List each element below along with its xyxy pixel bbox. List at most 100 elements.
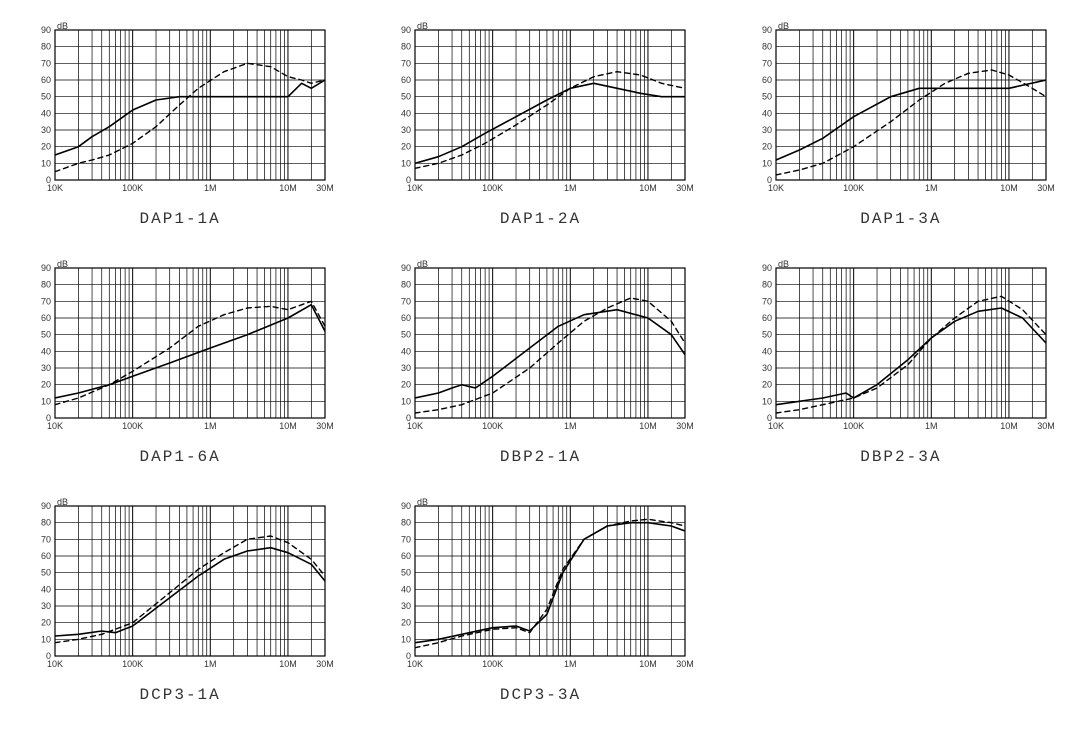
svg-text:20: 20 [401,142,411,152]
svg-text:30M: 30M [316,659,334,669]
svg-text:10K: 10K [47,183,63,193]
chart-svg: 0102030405060708090dB10K100K1M10M30M [385,496,695,676]
chart-panel: 0102030405060708090dB10K100K1M10M30MDBP2… [380,258,700,466]
svg-text:90: 90 [401,501,411,511]
panel-title: DAP1-1A [140,210,221,228]
svg-text:10M: 10M [279,659,297,669]
svg-text:40: 40 [762,346,772,356]
svg-text:30M: 30M [1037,421,1055,431]
svg-text:30M: 30M [316,183,334,193]
svg-text:10K: 10K [47,421,63,431]
svg-text:30M: 30M [677,421,695,431]
svg-text:20: 20 [401,380,411,390]
svg-text:50: 50 [401,330,411,340]
svg-text:10M: 10M [1000,421,1018,431]
svg-text:50: 50 [41,330,51,340]
svg-text:90: 90 [401,25,411,35]
svg-text:40: 40 [401,108,411,118]
svg-text:30M: 30M [677,183,695,193]
svg-text:20: 20 [401,618,411,628]
svg-text:10M: 10M [1000,183,1018,193]
svg-text:70: 70 [401,58,411,68]
svg-text:70: 70 [762,58,772,68]
svg-text:dB: dB [778,259,789,269]
svg-text:30: 30 [762,125,772,135]
svg-text:70: 70 [41,296,51,306]
svg-text:20: 20 [41,618,51,628]
svg-text:60: 60 [762,313,772,323]
svg-text:1M: 1M [925,421,938,431]
svg-text:100K: 100K [122,421,143,431]
panel-title: DBP2-1A [500,448,581,466]
svg-text:90: 90 [401,263,411,273]
svg-text:50: 50 [762,92,772,102]
chart-svg: 0102030405060708090dB10K100K1M10M30M [385,20,695,200]
svg-text:50: 50 [401,92,411,102]
svg-text:dB: dB [57,259,68,269]
svg-text:30: 30 [401,601,411,611]
svg-text:1M: 1M [204,659,217,669]
panel-title: DBP2-3A [860,448,941,466]
svg-text:30M: 30M [316,421,334,431]
svg-text:30: 30 [41,601,51,611]
svg-text:10: 10 [41,158,51,168]
chart-grid: 0102030405060708090dB10K100K1M10M30MDAP1… [20,20,1061,704]
svg-text:90: 90 [41,263,51,273]
svg-text:50: 50 [762,330,772,340]
chart-panel: 0102030405060708090dB10K100K1M10M30MDAP1… [380,20,700,228]
svg-text:70: 70 [41,534,51,544]
svg-text:80: 80 [41,280,51,290]
panel-title: DCP3-3A [500,686,581,704]
svg-text:10K: 10K [768,183,784,193]
svg-text:10M: 10M [279,183,297,193]
svg-text:30: 30 [41,125,51,135]
svg-text:10: 10 [762,396,772,406]
svg-text:20: 20 [762,142,772,152]
svg-text:80: 80 [401,280,411,290]
svg-text:40: 40 [41,346,51,356]
svg-text:80: 80 [762,42,772,52]
svg-text:1M: 1M [565,659,578,669]
chart-panel: 0102030405060708090dB10K100K1M10M30MDBP2… [741,258,1061,466]
svg-text:100K: 100K [483,421,504,431]
svg-text:80: 80 [401,42,411,52]
svg-text:30: 30 [401,125,411,135]
svg-text:dB: dB [57,21,68,31]
panel-title: DAP1-6A [140,448,221,466]
svg-text:40: 40 [401,584,411,594]
svg-text:1M: 1M [565,183,578,193]
svg-text:70: 70 [401,296,411,306]
svg-text:100K: 100K [483,183,504,193]
svg-text:80: 80 [401,518,411,528]
svg-text:20: 20 [41,142,51,152]
svg-text:80: 80 [41,518,51,528]
svg-text:10M: 10M [279,421,297,431]
svg-text:dB: dB [778,21,789,31]
svg-text:20: 20 [762,380,772,390]
svg-text:dB: dB [417,497,428,507]
chart-svg: 0102030405060708090dB10K100K1M10M30M [746,258,1056,438]
svg-text:dB: dB [417,21,428,31]
svg-text:40: 40 [401,346,411,356]
svg-text:100K: 100K [122,659,143,669]
svg-text:30M: 30M [677,659,695,669]
svg-text:10K: 10K [47,659,63,669]
svg-text:1M: 1M [204,183,217,193]
panel-title: DCP3-1A [140,686,221,704]
panel-title: DAP1-2A [500,210,581,228]
svg-text:dB: dB [417,259,428,269]
svg-text:10M: 10M [640,659,658,669]
svg-text:60: 60 [762,75,772,85]
chart-svg: 0102030405060708090dB10K100K1M10M30M [25,258,335,438]
svg-text:40: 40 [41,108,51,118]
svg-text:10K: 10K [407,421,423,431]
svg-text:70: 70 [401,534,411,544]
svg-text:30M: 30M [1037,183,1055,193]
svg-text:10: 10 [762,158,772,168]
svg-text:1M: 1M [925,183,938,193]
svg-text:50: 50 [41,92,51,102]
svg-text:40: 40 [762,108,772,118]
svg-text:90: 90 [41,25,51,35]
svg-text:40: 40 [41,584,51,594]
svg-text:20: 20 [41,380,51,390]
